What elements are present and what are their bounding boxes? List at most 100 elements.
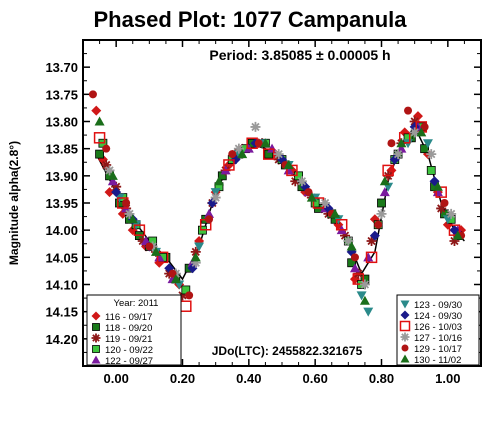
legend-marker <box>92 345 100 353</box>
data-point <box>320 198 331 208</box>
legend-right-box <box>396 294 480 366</box>
data-point <box>409 127 420 138</box>
data-point <box>194 242 205 252</box>
legend-marker <box>400 300 410 309</box>
data-point <box>267 143 278 153</box>
period-label: Period: 3.85085 ± 0.00005 h <box>209 47 390 63</box>
legend-label: 122 - 09/27 <box>105 356 153 367</box>
data-point <box>396 138 407 148</box>
data-point <box>432 181 443 191</box>
data-point <box>420 144 430 154</box>
data-point <box>448 224 461 236</box>
data-point <box>223 159 235 171</box>
data-point <box>205 215 214 224</box>
data-point <box>356 291 367 301</box>
legend-marker <box>399 320 411 332</box>
legend-label: 118 - 09/20 <box>105 323 152 334</box>
data-point <box>133 224 146 236</box>
data-point <box>102 144 111 153</box>
legend-label: 116 - 09/17 <box>105 312 152 323</box>
y-tick-label: 13.75 <box>45 87 78 102</box>
data-point <box>440 199 449 207</box>
data-point <box>420 122 429 131</box>
data-point <box>177 290 188 301</box>
data-point <box>449 236 460 247</box>
legend-marker <box>400 310 410 320</box>
data-point <box>393 149 404 160</box>
legend-label: 130 - 11/02 <box>414 355 461 366</box>
data-point <box>127 214 138 224</box>
data-point <box>104 187 115 198</box>
legend-marker <box>92 323 100 331</box>
y-tick-label: 13.90 <box>45 169 78 184</box>
data-point <box>382 164 394 177</box>
x-tick-label: 0.80 <box>369 371 394 386</box>
data-point <box>403 139 414 149</box>
legend-marker <box>400 354 410 363</box>
legend-left-box <box>86 294 182 366</box>
chart-title: Phased Plot: 1077 Campanula <box>94 7 408 32</box>
y-tick-label: 14.00 <box>45 223 78 238</box>
data-point <box>290 176 301 187</box>
data-point <box>432 187 443 197</box>
data-point <box>379 187 390 197</box>
legend-marker <box>91 311 101 321</box>
y-tick-label: 13.70 <box>45 60 78 75</box>
data-point <box>349 263 360 273</box>
data-point <box>93 132 106 144</box>
data-point <box>365 251 378 264</box>
data-point <box>111 181 122 192</box>
data-point <box>306 192 317 202</box>
legend-left-header: Year: 2011 <box>114 298 159 309</box>
data-points-layer <box>88 90 467 317</box>
data-point <box>369 230 380 241</box>
legend-label: 126 - 10/03 <box>414 322 462 333</box>
data-point <box>340 230 351 241</box>
data-point <box>343 236 354 247</box>
y-tick-label: 14.15 <box>45 305 78 320</box>
epoch-label: JDo(LTC): 2455822.321675 <box>212 344 363 358</box>
data-point <box>95 149 104 159</box>
data-point <box>94 116 105 126</box>
data-point <box>150 246 161 256</box>
data-point <box>377 198 386 208</box>
x-tick-label: 0.40 <box>236 371 261 386</box>
data-point <box>335 218 348 231</box>
data-point <box>228 150 237 159</box>
legend-label: 129 - 10/17 <box>414 344 462 355</box>
data-point <box>101 159 112 170</box>
legend-marker <box>400 332 410 342</box>
data-point <box>190 257 201 268</box>
legend-label: 124 - 09/30 <box>414 311 462 322</box>
data-point <box>422 139 433 149</box>
data-point <box>156 251 169 264</box>
data-point <box>352 273 365 285</box>
data-point <box>273 149 284 160</box>
x-tick-label: 1.00 <box>435 371 460 386</box>
data-point <box>283 159 294 169</box>
data-point <box>363 252 374 262</box>
data-point <box>213 176 224 186</box>
data-point <box>107 170 118 180</box>
legend-marker <box>401 344 409 352</box>
y-tick-label: 13.95 <box>45 196 78 211</box>
data-point <box>170 274 181 284</box>
y-tick-label: 14.10 <box>45 278 78 293</box>
data-point <box>168 269 177 278</box>
x-tick-label: 0.00 <box>104 371 129 386</box>
data-point <box>374 220 383 229</box>
data-point <box>359 279 370 290</box>
data-point <box>330 208 341 218</box>
data-point <box>122 199 131 207</box>
data-point <box>185 291 194 300</box>
data-point <box>111 187 122 198</box>
data-point <box>409 116 420 127</box>
data-point <box>446 208 457 219</box>
data-point <box>387 139 396 148</box>
data-point <box>398 132 411 144</box>
data-point <box>286 164 298 177</box>
